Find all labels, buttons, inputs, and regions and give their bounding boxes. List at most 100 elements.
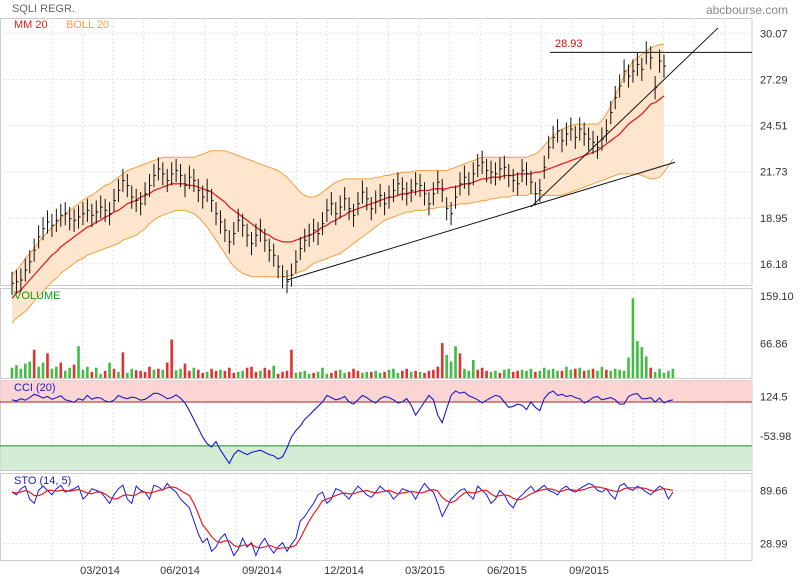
volume-bar (139, 370, 142, 378)
volume-bar (640, 347, 644, 378)
cci-label: CCI (20) (14, 382, 56, 394)
sto-fast-line (11, 482, 674, 558)
volume-bar (63, 370, 67, 378)
volume-bar (636, 340, 639, 378)
volume-bar (179, 368, 182, 378)
sto-label: STO (14, 5) (14, 475, 72, 487)
volume-bar (414, 370, 417, 378)
volume-bar (272, 365, 275, 378)
ohlc-bars (11, 41, 666, 295)
cci-tick-label: -53.98 (760, 431, 791, 443)
cci-oversold-zone (0, 445, 752, 470)
volume-bar (130, 368, 134, 378)
volume-bar (24, 363, 27, 378)
volume-bar (494, 370, 497, 378)
volume-bar (653, 371, 657, 378)
volume-bar (392, 368, 395, 378)
volume-bar (662, 372, 666, 378)
legend-mm20: MM 20 (14, 19, 48, 31)
volume-bar (556, 370, 559, 378)
volume-bar (458, 353, 462, 378)
volume-bar (10, 367, 14, 378)
volume-bar (507, 368, 511, 378)
volume-bar (529, 368, 533, 378)
volume-bar (196, 369, 200, 378)
volume-bar (276, 373, 280, 378)
volume-bar (41, 362, 45, 378)
sto-slow-line (11, 486, 674, 550)
volume-bar (183, 363, 187, 378)
volume-bar (108, 362, 111, 378)
volume-bar (254, 371, 258, 378)
volume-bar (658, 368, 661, 378)
volume-bar (37, 366, 40, 378)
resistance-value-label: 28.93 (555, 38, 583, 50)
volume-bar (19, 368, 23, 378)
volume-bar (77, 346, 80, 378)
steep-trendline (530, 27, 719, 208)
volume-bar (117, 371, 120, 378)
volume-bar (250, 366, 253, 378)
volume-bar (68, 367, 71, 378)
volume-bar (94, 367, 98, 378)
bollinger-band-fill (12, 44, 664, 324)
volume-bar (46, 353, 49, 378)
volume-bar (534, 371, 537, 378)
grid-lines (0, 18, 753, 561)
volume-bar (622, 370, 626, 378)
volume-bar (631, 298, 635, 378)
volume-bar (569, 369, 573, 378)
volume-bar (378, 372, 382, 378)
x-tick-label: 12/2014 (324, 565, 364, 577)
volume-bar (396, 372, 400, 378)
volume-bar (245, 367, 249, 378)
volume-bar (161, 369, 165, 378)
volume-tick-label: 66.86 (760, 339, 788, 351)
price-tick-label: 27.29 (760, 75, 788, 87)
volume-panel (0, 288, 753, 379)
bollinger-lower-line (11, 158, 674, 324)
price-tick-label: 18.95 (760, 213, 788, 225)
volume-bar (188, 370, 191, 378)
volume-bar (86, 366, 89, 378)
volume-bar (485, 370, 488, 378)
volume-tick-label: 159.10 (760, 291, 794, 303)
volume-bar (401, 370, 404, 378)
mm20-line (11, 95, 665, 299)
volume-bar (192, 367, 196, 378)
volume-bar (81, 369, 85, 378)
volume-bar (347, 371, 351, 378)
volume-bar (440, 343, 444, 378)
volume-bar (267, 369, 271, 378)
volume-bar (387, 369, 391, 378)
volume-bar (374, 370, 378, 378)
volume-bar (427, 370, 431, 378)
volume-bar (480, 367, 484, 378)
volume-bar (538, 370, 542, 378)
volume-bar (103, 370, 107, 378)
volume-bar (423, 372, 426, 378)
volume-bar (352, 368, 355, 378)
volume-bar (32, 349, 36, 378)
volume-bar (383, 371, 386, 378)
volume-bar (511, 371, 515, 378)
bollinger-upper-line (11, 44, 664, 276)
volume-bar (330, 372, 333, 378)
volume-bar (587, 369, 590, 378)
volume-bar (565, 366, 568, 378)
price-tick-label: 30.07 (760, 28, 788, 40)
volume-bar (449, 361, 453, 378)
volume-bar (259, 370, 262, 378)
volume-bar (596, 370, 599, 378)
volume-bar (298, 371, 302, 378)
volume-bar (436, 366, 440, 378)
volume-bar (72, 364, 76, 378)
volume-bar (489, 371, 493, 378)
volume-bar (356, 370, 360, 378)
volume-bar (55, 366, 58, 378)
x-tick-label: 03/2015 (405, 565, 445, 577)
x-tick-label: 06/2015 (487, 565, 527, 577)
volume-bar (165, 362, 169, 378)
volume-bar (214, 370, 218, 378)
volume-bar (241, 370, 244, 378)
